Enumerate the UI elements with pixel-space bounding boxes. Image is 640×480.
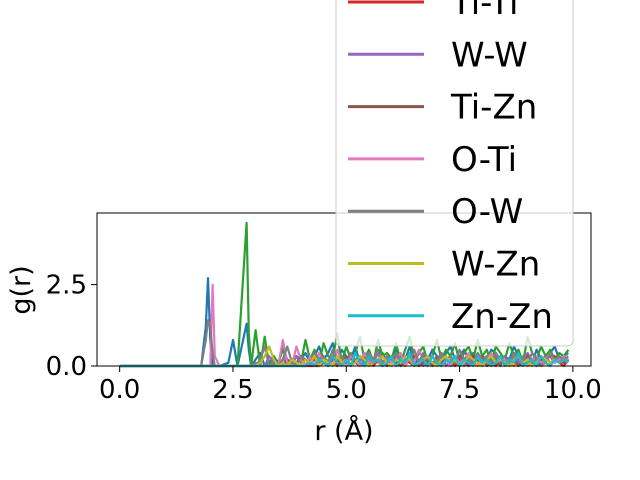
x-axis-label: r (Å) (314, 415, 373, 447)
legend-entry-o-ti: O-Ti (348, 140, 517, 180)
y-tick-label: 2.5 (46, 271, 87, 301)
x-tick-label: 0.0 (99, 375, 140, 405)
x-tick-label: 10.0 (544, 375, 602, 405)
y-tick-label: 0.0 (46, 352, 87, 382)
legend-entry-w-w: W-W (348, 35, 528, 75)
x-tick-label: 7.5 (439, 375, 480, 405)
legend-entry-zn-zn: Zn-Zn (348, 297, 553, 337)
legend-entry-ti-zn: Ti-Zn (348, 88, 537, 128)
y-axis-label: g(r) (6, 265, 37, 314)
x-tick-label: 2.5 (212, 375, 253, 405)
legend-label: Ti-Zn (450, 88, 537, 128)
legend-items: Ti-Ti W-W Ti-Zn O-Ti O-W W-Zn Zn-Zn (348, 0, 553, 337)
legend-label: Zn-Zn (451, 297, 553, 337)
legend-label: O-W (451, 192, 523, 232)
legend-label: W-Zn (451, 245, 540, 285)
x-tick-label: 5.0 (326, 375, 367, 405)
legend-box (335, 0, 574, 347)
ticks-layer: 0.0 2.5 5.0 7.5 10.0 0.0 2.5 (46, 271, 602, 405)
legend-label: O-Ti (451, 140, 517, 180)
legend-entry-o-w: O-W (348, 192, 523, 232)
legend-entry-w-zn: W-Zn (348, 245, 540, 285)
legend: Ti-Ti W-W Ti-Zn O-Ti O-W W-Zn Zn-Zn (335, 0, 574, 347)
legend-entry-ti-ti: Ti-Ti (348, 0, 519, 23)
legend-label: Ti-Ti (450, 0, 519, 23)
legend-label: W-W (451, 35, 528, 75)
